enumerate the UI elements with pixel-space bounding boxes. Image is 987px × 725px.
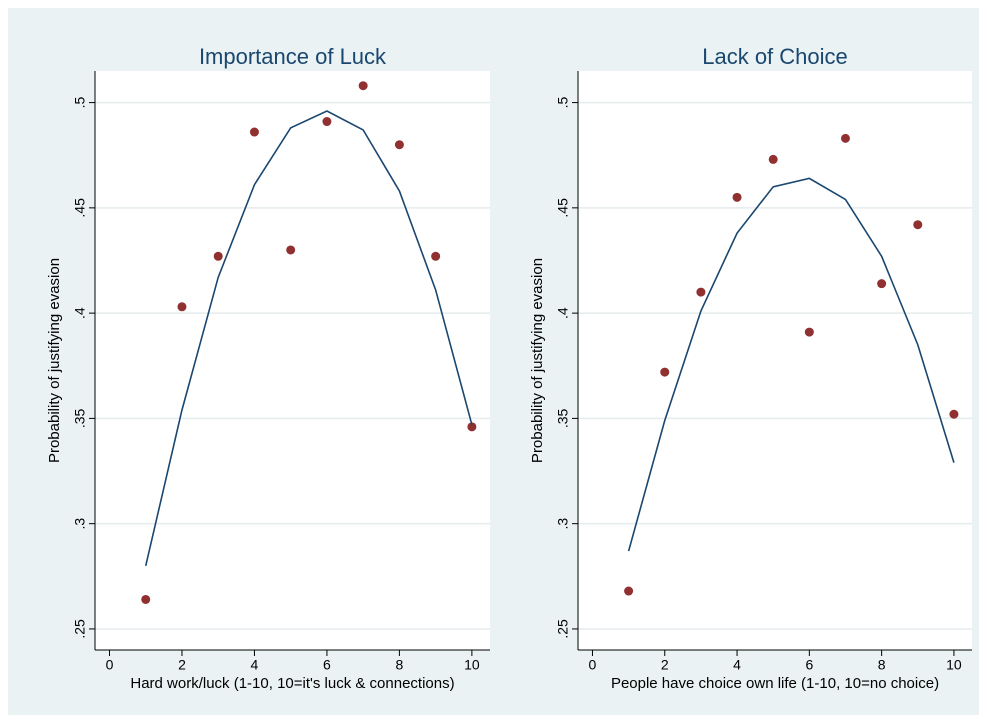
point (249, 127, 259, 137)
point (286, 245, 296, 255)
point (696, 287, 706, 297)
x-axis-label: People have choice own life (1-10, 10=no… (611, 675, 939, 692)
x-tick-label: 0 (589, 657, 597, 673)
point (358, 81, 368, 91)
y-tick-label: .45 (72, 198, 88, 218)
point (431, 251, 441, 261)
x-tick-label: 6 (323, 657, 331, 673)
x-tick-label: 6 (805, 657, 813, 673)
x-axis-label: Hard work/luck (1-10, 10=it's luck & con… (130, 675, 454, 692)
point (213, 251, 223, 261)
x-tick-label: 8 (878, 657, 886, 673)
y-tick-label: .4 (555, 307, 571, 319)
x-tick-label: 2 (661, 657, 669, 673)
y-axis-label: Probability of justifying evasion (529, 258, 546, 463)
y-tick-label: .35 (555, 408, 571, 428)
y-tick-label: .3 (555, 518, 571, 530)
point (394, 140, 404, 150)
x-tick-label: 4 (733, 657, 741, 673)
y-tick-label: .35 (72, 408, 88, 428)
y-tick-label: .25 (72, 619, 88, 639)
y-tick-label: .4 (72, 307, 88, 319)
x-tick-label: 8 (396, 657, 404, 673)
plot-area (578, 71, 972, 650)
point (840, 133, 850, 143)
point (177, 302, 187, 312)
x-tick-label: 4 (251, 657, 259, 673)
y-tick-label: .3 (72, 518, 88, 530)
point (949, 409, 959, 419)
point (732, 192, 742, 202)
point (877, 279, 887, 289)
x-tick-label: 10 (464, 657, 480, 673)
y-tick-label: .5 (72, 97, 88, 109)
x-tick-label: 10 (946, 657, 962, 673)
point (467, 422, 477, 432)
x-tick-label: 2 (178, 657, 186, 673)
chart-title: Lack of Choice (702, 44, 848, 69)
point (624, 586, 634, 596)
point (913, 220, 923, 230)
point (660, 367, 670, 377)
plot-area (95, 71, 490, 650)
chart-title: Importance of Luck (199, 44, 387, 69)
y-tick-label: .45 (555, 198, 571, 218)
fit-line (627, 177, 955, 552)
point (141, 594, 151, 604)
point (768, 154, 778, 164)
x-tick-label: 0 (106, 657, 114, 673)
y-tick-label: .25 (555, 619, 571, 639)
y-axis-label: Probability of justifying evasion (46, 258, 63, 463)
fit-line (144, 110, 473, 566)
point (804, 327, 814, 337)
y-tick-label: .5 (555, 97, 571, 109)
point (322, 117, 332, 127)
